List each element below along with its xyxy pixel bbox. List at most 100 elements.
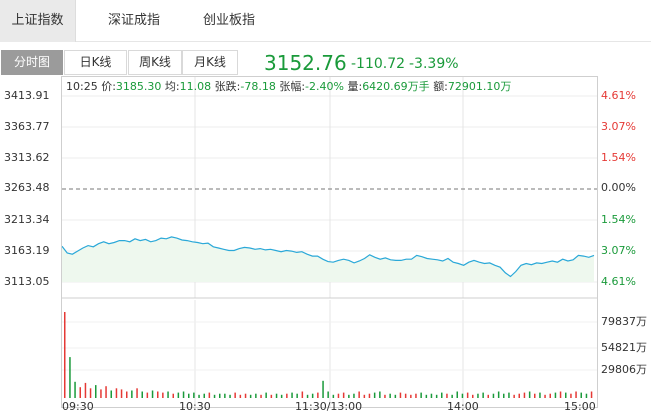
tab-shanghai-index[interactable]: 上证指数: [0, 0, 76, 42]
volume-bar: [580, 392, 582, 398]
volume-bar: [420, 392, 422, 398]
info-price: 3185.30: [115, 80, 162, 93]
price-tick: 3413.91: [4, 89, 50, 102]
time-tick: 14:00: [447, 400, 479, 413]
pct-tick: 3.07%: [601, 244, 636, 257]
volume-bar: [74, 381, 76, 398]
volume-bar: [100, 389, 102, 398]
volume-bar: [249, 394, 252, 398]
time-tick: 09:30: [62, 400, 94, 413]
volume-bar: [435, 394, 438, 398]
volume-bar: [146, 392, 149, 398]
volume-bar: [456, 391, 458, 398]
volume-bar: [84, 382, 87, 398]
price-tick: 3213.34: [4, 213, 50, 226]
volume-bar: [332, 394, 335, 398]
volume-bar: [461, 393, 464, 398]
volume-bar: [219, 393, 221, 398]
info-change-label: 张跌:: [214, 80, 241, 93]
volume-bar: [188, 393, 190, 398]
volume-bar: [446, 393, 448, 398]
time-tick: 10:30: [179, 400, 211, 413]
volume-bar: [105, 386, 107, 398]
info-volume: 6420.69万手: [362, 80, 430, 93]
volume-bar: [286, 393, 288, 398]
pct-tick: 4.61%: [601, 275, 636, 288]
crosshair-info: 10:25 价:3185.30 均:11.08 张跌:-78.18 张幅:-2.…: [66, 80, 511, 94]
tab-shenzhen-index[interactable]: 深证成指: [107, 13, 160, 28]
volume-bar: [255, 393, 257, 398]
volume-bar: [167, 391, 169, 398]
volume-bar: [513, 394, 515, 398]
volume-bar: [239, 394, 242, 398]
volume-bar: [136, 388, 138, 398]
quote-price: 3152.76: [264, 51, 347, 75]
volume-bar: [399, 392, 402, 398]
volume-bar: [430, 393, 433, 398]
volume-bar: [379, 391, 381, 398]
volume-bar: [487, 394, 489, 398]
price-tick: 3263.48: [4, 181, 50, 194]
tab-intraday[interactable]: 分时图: [1, 50, 63, 75]
volume-bar: [534, 393, 536, 398]
volume-bar: [198, 394, 200, 398]
volume-bar: [322, 380, 324, 398]
info-pct-label: 张幅:: [279, 80, 306, 93]
volume-bar: [482, 392, 484, 398]
price-tick: 3363.77: [4, 120, 50, 133]
volume-bar: [373, 392, 376, 398]
volume-bar: [224, 393, 226, 398]
volume-bar: [394, 394, 397, 398]
volume-bar: [244, 393, 247, 398]
volume-bar: [280, 394, 283, 398]
price-tick: 3163.19: [4, 244, 50, 257]
volume-bar: [523, 392, 526, 398]
tab-monthly-kline[interactable]: 月K线: [182, 50, 238, 75]
volume-bar: [585, 393, 588, 398]
index-tab-bar: 上证指数 深证成指 创业板指: [0, 0, 651, 42]
volume-bar: [120, 389, 123, 398]
price-line: [61, 236, 595, 278]
volume-bar: [528, 391, 531, 398]
volume-bar: [353, 393, 355, 398]
volume-bar: [296, 393, 298, 398]
volume-bar: [301, 391, 304, 398]
volume-bar: [270, 394, 273, 398]
volume-bar: [208, 392, 211, 398]
time-tick: 11:30/13:00: [295, 400, 363, 413]
info-price-label: 价:: [101, 80, 116, 93]
pct-tick: 1.54%: [601, 151, 636, 164]
volume-bar: [425, 394, 428, 398]
volume-bar: [415, 393, 417, 398]
pct-tick: 1.54%: [601, 213, 636, 226]
info-avg: 11.08: [179, 80, 212, 93]
volume-bar: [518, 393, 520, 398]
price-tick: 3313.62: [4, 151, 50, 164]
volume-bar: [151, 390, 154, 398]
volume-bar: [337, 393, 340, 398]
tab-weekly-kline[interactable]: 周K线: [128, 50, 182, 75]
quote-change: -110.72: [351, 56, 406, 72]
volume-bar: [575, 391, 577, 398]
volume-bar: [570, 393, 572, 398]
volume-bar: [260, 394, 262, 398]
volume-bar: [539, 392, 541, 398]
volume-bar: [141, 391, 143, 398]
pct-tick: 4.61%: [601, 89, 636, 102]
volume-bar: [368, 393, 371, 398]
info-pct: -2.40%: [305, 80, 344, 93]
volume-bar: [497, 391, 500, 398]
tab-chinext-index[interactable]: 创业板指: [202, 13, 255, 28]
volume-bar: [115, 388, 118, 398]
tab-daily-kline[interactable]: 日K线: [64, 50, 127, 75]
volume-bar: [162, 392, 164, 398]
volume-bar: [384, 394, 386, 398]
volume-bar: [182, 391, 185, 398]
volume-bar: [358, 391, 360, 398]
volume-bar: [451, 394, 453, 398]
volume-bar: [172, 393, 174, 398]
info-time: 10:25: [66, 80, 98, 93]
volume-bar: [410, 394, 412, 398]
volume-bar: [265, 392, 267, 398]
